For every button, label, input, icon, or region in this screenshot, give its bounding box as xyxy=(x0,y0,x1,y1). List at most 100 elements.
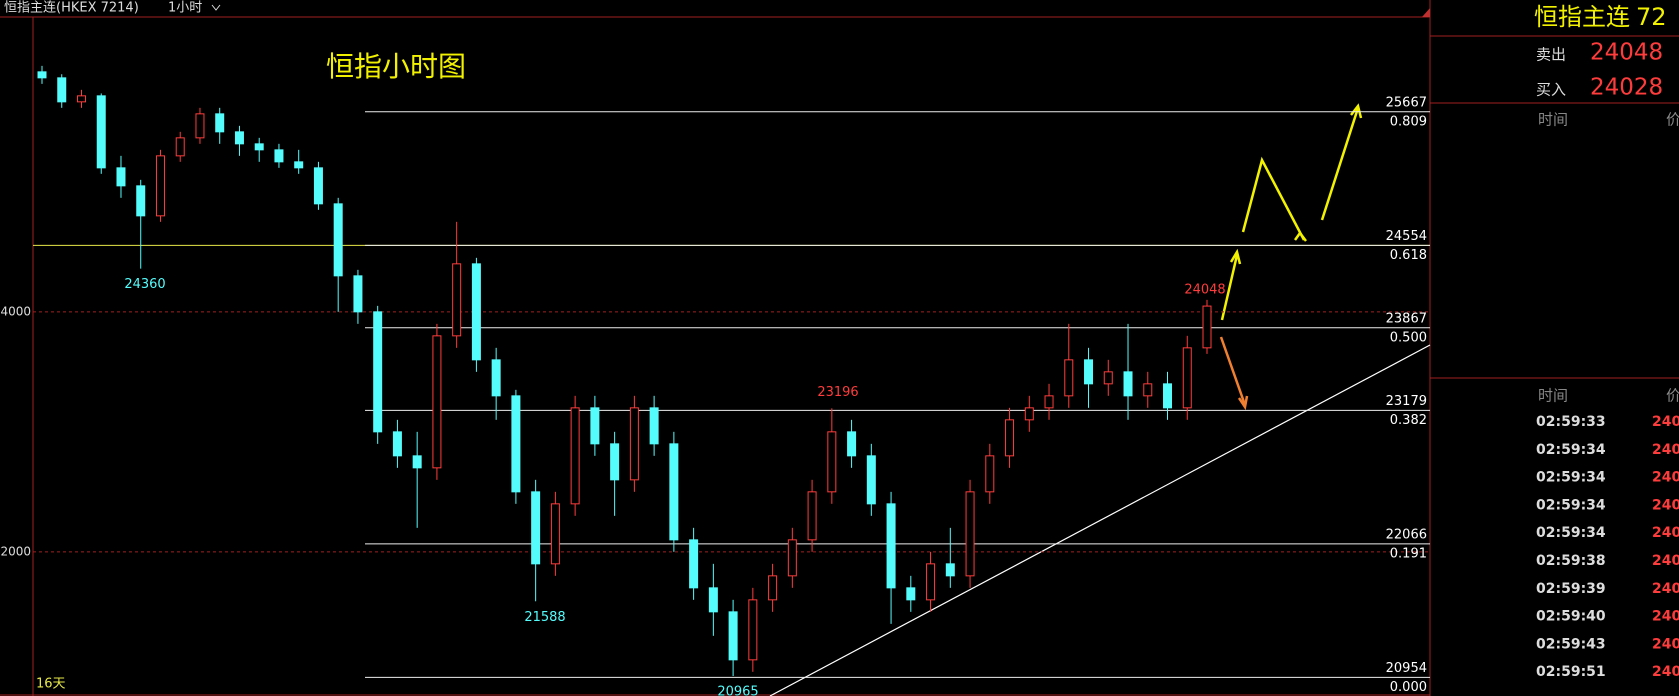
tick-time: 02:59:33 xyxy=(1536,414,1606,430)
period[interactable]: 1小时 xyxy=(168,1,202,16)
candle-body xyxy=(1005,419,1015,457)
candle-body xyxy=(886,503,896,589)
candle-body xyxy=(708,587,718,613)
candle-body xyxy=(649,407,659,445)
candle-body xyxy=(333,203,343,277)
candle-body xyxy=(748,599,758,661)
candle-body xyxy=(669,443,679,541)
tick-price: 240 xyxy=(1652,442,1679,458)
candle-body xyxy=(37,71,47,79)
candle-body xyxy=(1123,371,1133,397)
fib-ratio: 0.618 xyxy=(1390,248,1427,263)
tick-price: 240 xyxy=(1652,470,1679,486)
candle-body xyxy=(215,113,225,133)
fib-ratio: 0.500 xyxy=(1390,330,1427,345)
annotation: 21588 xyxy=(524,610,565,625)
tick-time: 02:59:38 xyxy=(1536,553,1606,569)
candle-body xyxy=(965,491,975,577)
time-header: 时间 xyxy=(1538,387,1568,405)
footer: 16天 xyxy=(36,677,66,692)
dropdown-icon[interactable] xyxy=(211,4,221,11)
candle-body xyxy=(1084,359,1094,385)
candle-body xyxy=(353,275,363,313)
annotation: 24360 xyxy=(124,277,165,292)
arrow xyxy=(1241,156,1306,241)
fib-value: 20954 xyxy=(1386,661,1427,676)
time-header: 时间 xyxy=(1538,111,1568,129)
candle-body xyxy=(906,587,916,601)
chart-title: 恒指小时图 xyxy=(326,50,466,83)
sell-price: 24048 xyxy=(1590,40,1663,66)
candle-body xyxy=(491,359,501,397)
candle-body xyxy=(234,131,244,145)
fib-ratio: 0.809 xyxy=(1390,114,1427,129)
arrow xyxy=(1220,254,1239,321)
arrows xyxy=(1219,103,1363,411)
fib-value: 23179 xyxy=(1386,394,1427,409)
candle-body xyxy=(175,137,185,157)
candle-body xyxy=(629,407,639,481)
arrow-head xyxy=(1237,395,1249,411)
tick-time: 02:59:34 xyxy=(1536,470,1606,486)
candle-body xyxy=(116,167,126,187)
tick-time: 02:59:34 xyxy=(1536,442,1606,458)
candle-body xyxy=(136,185,146,217)
candle-body xyxy=(1044,395,1054,409)
candle-body xyxy=(768,575,778,601)
tick-time: 02:59:40 xyxy=(1536,609,1606,625)
candle-body xyxy=(531,491,541,565)
candle-body xyxy=(926,563,936,601)
corner xyxy=(1422,8,1430,17)
candle-body xyxy=(1024,407,1034,421)
sell-label: 卖出 xyxy=(1536,46,1566,64)
tick-price: 240 xyxy=(1652,553,1679,569)
candle-body xyxy=(392,431,402,457)
tick-time: 02:59:34 xyxy=(1536,525,1606,541)
candle-body xyxy=(96,95,106,169)
candle-body xyxy=(807,491,817,541)
annotation: 20965 xyxy=(717,685,758,696)
candle-body xyxy=(274,149,284,163)
fib-ratio: 0.191 xyxy=(1390,546,1427,561)
buy-price: 24028 xyxy=(1590,75,1663,101)
arrow-head xyxy=(1293,230,1307,242)
candle-body xyxy=(550,503,560,565)
tick-price: 240 xyxy=(1652,609,1679,625)
fib-value: 24554 xyxy=(1386,229,1427,244)
fib-value: 25667 xyxy=(1386,95,1427,110)
trend-line xyxy=(769,344,1431,696)
fib-value: 22066 xyxy=(1386,527,1427,542)
candle-body xyxy=(511,395,521,493)
candle-body xyxy=(945,563,955,577)
candle-body xyxy=(1064,359,1074,397)
candle-body xyxy=(1202,305,1212,349)
candle-body xyxy=(1143,383,1153,397)
tick-time: 02:59:51 xyxy=(1536,664,1606,680)
fib-ratio: 0.000 xyxy=(1390,680,1427,695)
candle-body xyxy=(373,311,383,433)
quote-code: 72 xyxy=(1636,3,1667,31)
tick-price: 240 xyxy=(1652,664,1679,680)
candle-body xyxy=(313,167,323,205)
candle-body xyxy=(689,539,699,589)
tick-price: 240 xyxy=(1652,497,1679,513)
tick-time: 02:59:39 xyxy=(1536,581,1606,597)
candle-body xyxy=(412,455,422,469)
arrow-head xyxy=(1229,248,1242,265)
annotation: 23196 xyxy=(817,385,858,400)
price-header: 价 xyxy=(1666,387,1679,405)
candle-body xyxy=(155,155,165,217)
candle-body xyxy=(294,161,304,169)
buy-label: 买入 xyxy=(1536,81,1566,99)
tick-price: 240 xyxy=(1652,581,1679,597)
quote-name: 恒指主连 xyxy=(1534,3,1630,31)
candle-body xyxy=(1103,371,1113,385)
annotation: 24048 xyxy=(1184,283,1225,298)
arrow xyxy=(1219,336,1247,406)
tick-time: 02:59:43 xyxy=(1536,636,1606,652)
candle-body xyxy=(1182,347,1192,409)
candle-body xyxy=(57,77,67,103)
candle-body xyxy=(787,539,797,577)
